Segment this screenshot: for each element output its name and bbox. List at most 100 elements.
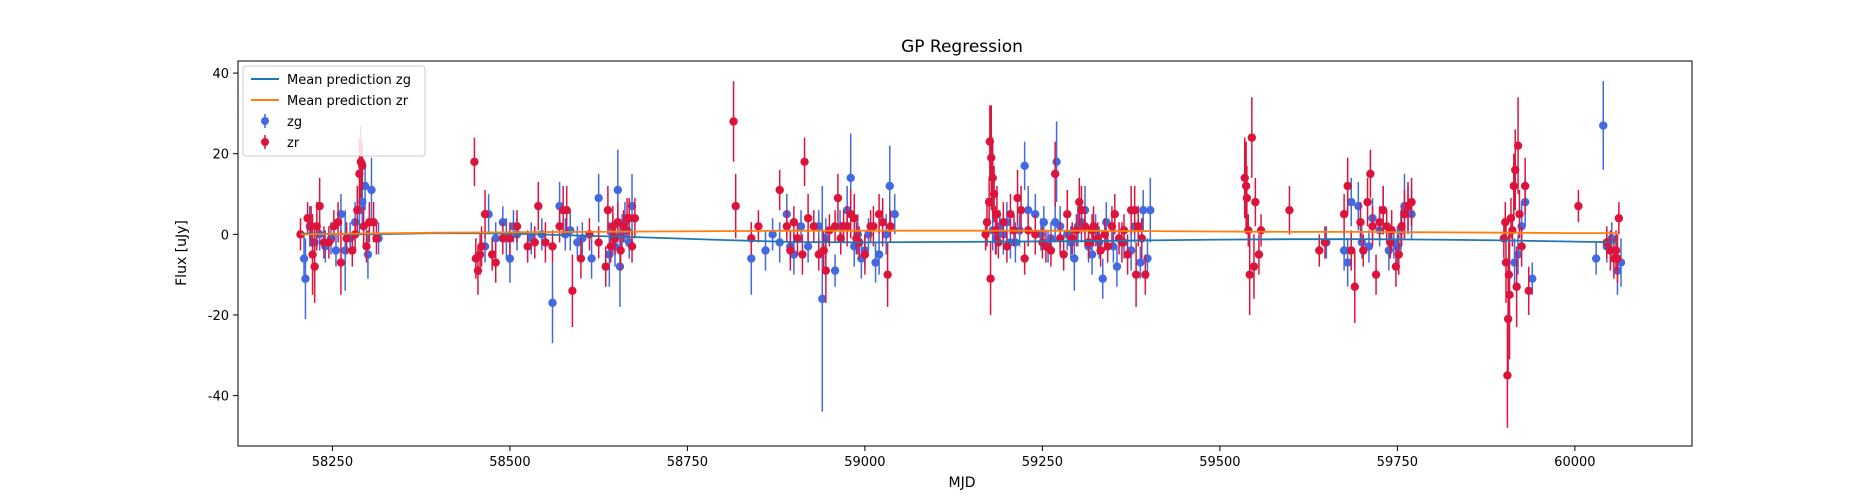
data-point-zr [619,222,628,231]
data-point-zr [1240,173,1249,183]
data-point-zr [1080,222,1090,231]
data-point-zr [1320,238,1330,247]
data-point-zr [1031,230,1040,239]
y-axis-label: Flux [uJy] [174,220,190,286]
data-point-zr [1366,169,1375,179]
data-point-zr [475,250,485,259]
data-point-zr [473,266,483,275]
data-point-zr [1356,218,1365,227]
data-point-zr [1141,270,1150,279]
data-point-zr [1256,226,1266,235]
data-point-zr [1614,214,1624,223]
data-point-zg [885,181,894,191]
data-point-zr [842,222,852,231]
data-point-zr [1103,242,1112,251]
x-tick-label: 59500 [1199,455,1240,470]
data-point-zr [616,246,625,255]
data-point-zr [1517,242,1526,251]
data-point-zr [830,222,840,231]
x-tick-label: 59750 [1377,455,1418,470]
data-point-zr [869,222,878,231]
data-point-zg [505,254,515,263]
mean-prediction-line [300,229,1618,236]
data-point-zr [1613,254,1622,263]
data-point-zr [512,222,522,231]
data-point-zg [331,246,341,255]
data-point-zr [874,209,884,219]
data-point-zg [1339,246,1349,255]
legend-label: zr [287,136,300,151]
data-point-zr [1013,193,1022,203]
data-point-zr [487,250,497,259]
data-point-zr [1513,141,1523,150]
data-point-zr [999,218,1008,227]
data-point-zg [299,254,309,263]
data-point-zr [878,218,887,227]
data-point-zr [480,209,490,219]
tick-layer: 58250 58500 58750 59000 59250 59500 59750 60000… [208,67,1596,470]
data-point-zr [1245,270,1254,279]
data-point-zr [1075,197,1084,207]
data-point-zr [775,185,784,195]
data-point-zr [833,193,843,203]
data-point-zr [1378,205,1388,215]
data-point-zg [881,230,891,239]
data-point-zg [1087,250,1097,259]
data-point-zg [491,234,500,243]
data-point-zr [1368,222,1377,231]
y-tick-label: 0 [221,228,229,243]
data-point-zg [1136,258,1145,267]
data-point-zg [818,294,827,304]
data-point-zg [1139,205,1148,215]
data-point-zr [1046,246,1056,255]
data-point-zr [630,214,640,223]
data-point-zg [890,209,899,219]
x-tick-label: 60000 [1554,455,1595,470]
y-tick-label: 20 [212,148,229,163]
data-point-zr [1503,314,1513,324]
data-point-zg [1599,121,1608,130]
data-point-zr [358,161,367,171]
data-point-zg [1591,254,1601,263]
data-point-zg [301,274,310,283]
data-point-zr [1254,250,1264,259]
plot-frame [237,60,1693,447]
data-point-zr [308,250,317,259]
data-point-zr [992,209,1002,219]
data-point-zr [803,214,813,223]
data-point-zg [613,185,623,195]
data-point-zr [601,262,610,271]
data-point-zg [367,185,376,195]
data-point-zr [1524,286,1533,295]
data-point-zr [627,242,637,251]
data-point-zg [1039,218,1049,227]
data-point-zr [1251,197,1260,207]
data-point-zg [1112,262,1122,271]
data-point-zr [886,222,895,231]
data-point-zr [1359,246,1368,255]
data-point-zg [830,266,840,275]
data-point-zr [1512,282,1521,291]
data-point-zr [523,242,532,251]
data-point-zr [793,234,802,243]
data-point-zr [819,246,828,255]
data-point-zr [1096,246,1105,255]
data-point-zg [1354,201,1363,211]
legend-box [242,65,426,157]
data-point-zr [1130,205,1139,215]
data-point-zr [798,250,807,259]
data-point-zr [362,242,371,251]
data-point-zr [1520,181,1530,191]
data-point-zg [1023,205,1033,215]
data-point-zr [860,250,870,259]
x-tick-label: 58500 [489,455,530,470]
data-point-zr [1244,226,1253,235]
data-point-zr [470,157,479,166]
x-tick-label: 58250 [312,455,353,470]
x-tick-label: 58750 [667,455,708,470]
data-point-zg [761,246,770,255]
legend-label: Mean prediction zr [287,94,409,109]
data-point-zr [731,201,740,211]
data-point-zg [1052,157,1061,166]
data-point-zr [1134,222,1143,231]
